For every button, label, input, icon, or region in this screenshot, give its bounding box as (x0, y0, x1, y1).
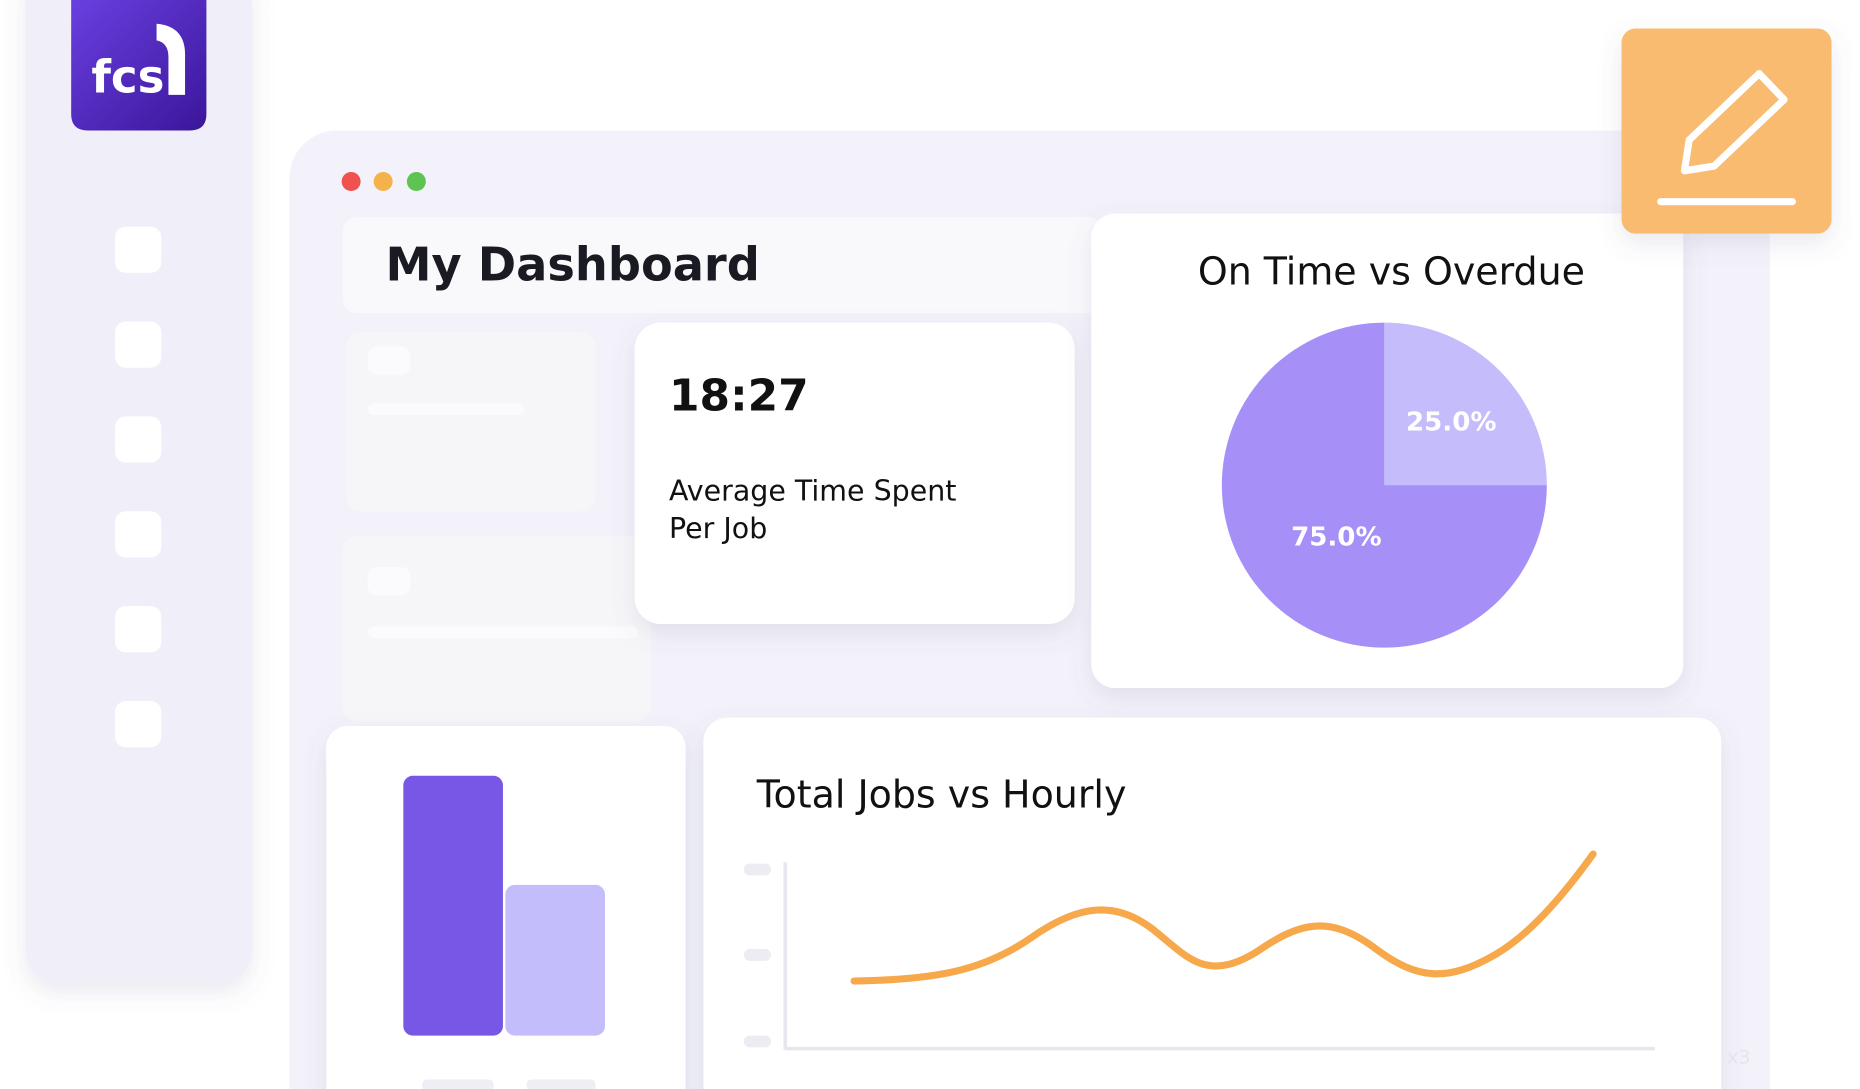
logo-text: fcs (91, 51, 164, 104)
bar (505, 884, 605, 1036)
pie-slice (1221, 322, 1547, 648)
pie-label: 25.0% (1406, 407, 1496, 437)
chart-title: On Time vs Overdue (1198, 250, 1585, 294)
logo[interactable]: fcs (71, 0, 207, 131)
pie: 25.0% 75.0% (1221, 322, 1547, 648)
placeholder-card (346, 332, 596, 512)
placeholder (422, 1079, 494, 1089)
nav-item[interactable] (115, 701, 162, 748)
line-card (703, 717, 1722, 1089)
window-dot[interactable] (406, 172, 426, 191)
placeholder (367, 567, 411, 596)
trend-line (850, 850, 1597, 985)
pencil-icon (1680, 69, 1788, 175)
nav-item[interactable] (115, 226, 162, 273)
watermark: x3 (1727, 1047, 1750, 1069)
placeholder (743, 863, 772, 876)
metric-value: 18:27 (669, 371, 809, 422)
pie-slice (1384, 322, 1547, 486)
bar (403, 775, 503, 1036)
placeholder (367, 626, 639, 639)
line-title: Total Jobs vs Hourly (756, 773, 1127, 817)
placeholder (743, 1035, 772, 1048)
metric-label: Average Time Spent (669, 474, 956, 507)
nav-item[interactable] (115, 416, 162, 463)
header-bar (342, 217, 1102, 314)
placeholder (367, 346, 411, 375)
edit-button[interactable] (1621, 28, 1832, 234)
placeholder (743, 948, 772, 961)
logo-mark (156, 23, 186, 95)
metric-label: Per Job (669, 512, 767, 545)
pie-label: 75.0% (1291, 522, 1381, 552)
sidebar (26, 0, 252, 983)
nav-item[interactable] (115, 511, 162, 558)
nav-item[interactable] (115, 321, 162, 368)
dashboard-title: My Dashboard (386, 238, 760, 292)
window-dot[interactable] (373, 172, 393, 191)
placeholder (526, 1079, 596, 1089)
placeholder (367, 403, 525, 416)
nav-item[interactable] (115, 606, 162, 653)
window-dot[interactable] (341, 172, 361, 191)
metric-card (634, 322, 1075, 624)
